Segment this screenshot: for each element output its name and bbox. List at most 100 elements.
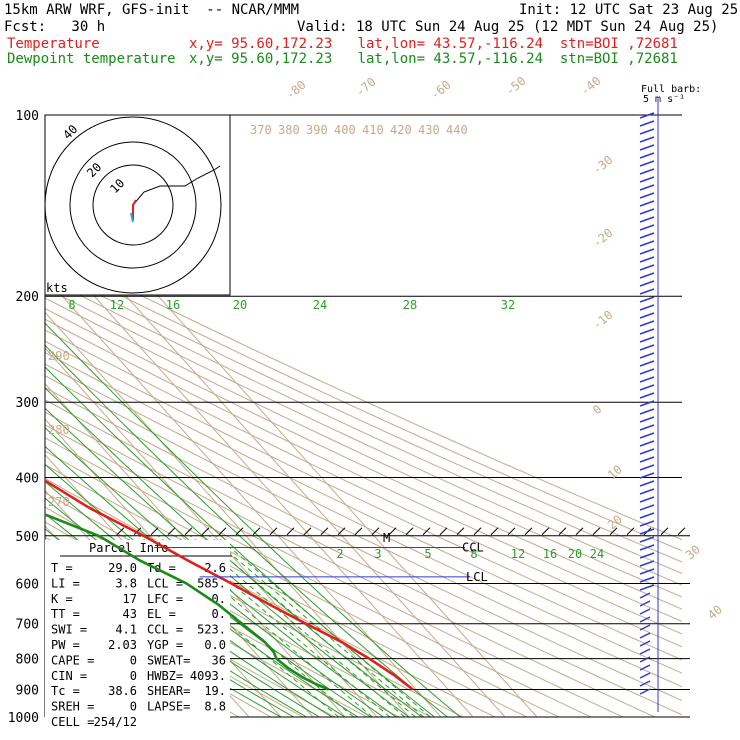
parcel-key: LAPSE= [147, 700, 190, 714]
wind-barb [639, 608, 651, 615]
pressure-label: 400 [16, 471, 39, 486]
isotherm-label: -30 [590, 153, 616, 178]
theta-label: 380 [278, 123, 300, 137]
parcel-value: 17 [123, 592, 137, 606]
wind-barb [639, 616, 651, 623]
wind-barb [639, 272, 655, 279]
wind-barb [639, 464, 655, 471]
freezing-hatch [422, 527, 431, 536]
wind-barb [639, 352, 655, 359]
parcel-key: LCL = [147, 576, 183, 590]
theta-label: 390 [306, 123, 328, 137]
wind-barb [639, 264, 655, 271]
parcel-value: 523. [197, 623, 226, 637]
freezing-hatch [116, 527, 125, 536]
freezing-hatch [388, 527, 397, 536]
m-label: M [383, 531, 390, 545]
dry-adiabat [45, 363, 682, 674]
mixing-ratio-line [175, 535, 391, 717]
isotherm-line [45, 276, 442, 717]
freezing-hatch [269, 527, 278, 536]
dry-adiabat [45, 437, 592, 717]
freezing-hatch [303, 527, 312, 536]
parcel-key: CIN = [51, 669, 87, 683]
barb-note: Full barb: [641, 84, 702, 95]
wind-barb [639, 304, 655, 311]
freezing-hatch [473, 527, 482, 536]
wind-barb [639, 112, 655, 119]
freezing-hatch [507, 527, 516, 536]
parcel-value: 0. [212, 607, 226, 621]
wind-barb [639, 312, 655, 319]
parcel-value: 254/12 [94, 715, 137, 729]
wind-barb [639, 160, 655, 167]
wind-barb [639, 240, 655, 247]
wind-barb [639, 680, 651, 687]
theta-side-label: 290 [48, 349, 70, 363]
hodograph-ring [69, 141, 197, 269]
mixing-ratio-label: 32 [501, 298, 515, 312]
model-title: 15km ARW WRF, GFS-init -- NCAR/MMM [4, 2, 300, 18]
parcel-value: 2.03 [108, 638, 137, 652]
mixing-ratio-label: 8 [68, 298, 75, 312]
wind-barb [639, 528, 655, 535]
temperature-legend: Temperature [7, 36, 100, 52]
parcel-value: 0 [130, 653, 137, 667]
isotherm-label: 10 [605, 462, 625, 482]
freezing-hatch [592, 527, 601, 536]
wind-barb [639, 368, 655, 375]
dry-adiabat [45, 297, 682, 598]
parcel-value: 2.6 [204, 561, 226, 575]
wind-barb [639, 568, 655, 575]
wind-barb [639, 632, 651, 639]
freezing-hatch [150, 527, 159, 536]
freezing-hatch [337, 527, 346, 536]
wind-barb [639, 496, 655, 503]
wind-barb [639, 192, 655, 199]
wind-barb [639, 208, 655, 215]
freezing-hatch [490, 527, 499, 536]
freezing-hatch [609, 527, 618, 536]
dry-adiabat [45, 329, 682, 635]
isotherm-label: -20 [590, 226, 616, 251]
parcel-value: 0 [130, 669, 137, 683]
hodograph-trace [132, 165, 221, 206]
temperature-location: x,y= 95.60,172.23 lat,lon= 43.57,-116.24… [189, 36, 678, 52]
pressure-label: 600 [16, 577, 39, 592]
mixing-ratio-line [190, 535, 406, 717]
isotherm-line [45, 311, 410, 717]
temperature-line [45, 479, 414, 691]
wind-barb [639, 432, 655, 439]
parcel-value: 36 [212, 653, 226, 667]
mixing-ratio-label: 20 [568, 547, 582, 561]
mixing-ratio-line [138, 535, 354, 717]
pressure-label: 100 [16, 109, 39, 124]
mixing-ratio-label: 2 [336, 547, 343, 561]
wind-barb [639, 232, 655, 239]
parcel-key: TT = [51, 607, 80, 621]
parcel-key: CELL = [51, 715, 94, 729]
isotherm-label: -80 [283, 78, 309, 103]
wind-barb [639, 168, 655, 175]
wind-barb [639, 624, 651, 631]
wind-barb [639, 536, 655, 543]
lcl-label: LCL [466, 570, 488, 584]
wind-barb [639, 120, 655, 127]
theta-label: 370 [250, 123, 272, 137]
freezing-hatch [524, 527, 533, 536]
wind-barb [639, 328, 655, 335]
isotherm-label: 30 [683, 542, 703, 562]
dry-adiabat [45, 375, 682, 688]
parcel-value: 4.1 [115, 623, 137, 637]
dry-adiabat [45, 287, 682, 586]
wind-barb [639, 176, 655, 183]
parcel-key: LFC = [147, 592, 183, 606]
wind-barb [639, 152, 655, 159]
pressure-label: 500 [16, 530, 39, 545]
hodograph-ring [92, 164, 174, 246]
wind-barb [639, 480, 655, 487]
wind-barb [639, 688, 651, 695]
wind-barb [639, 576, 655, 583]
wind-barb [639, 656, 651, 663]
